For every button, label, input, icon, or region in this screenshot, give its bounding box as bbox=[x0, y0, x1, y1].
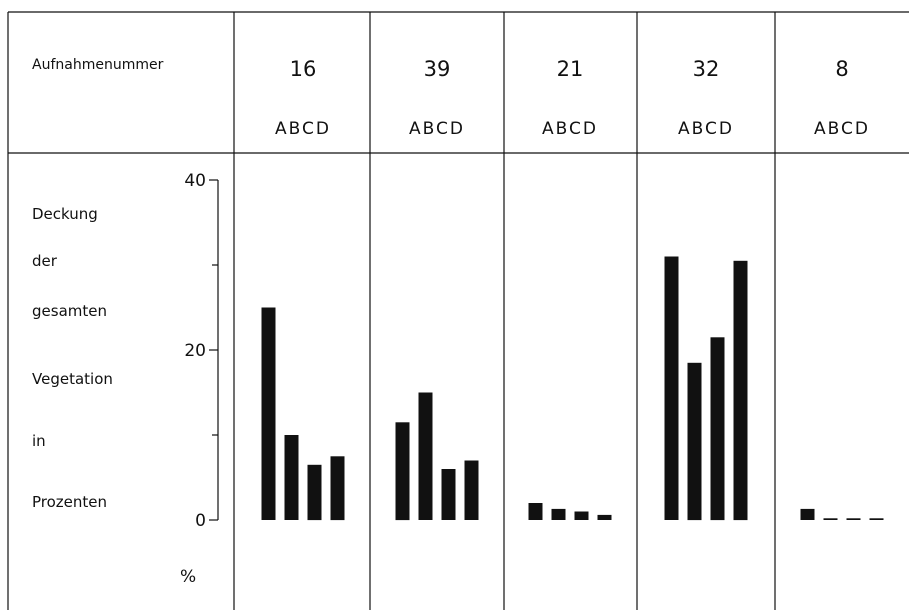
bar bbox=[733, 260, 748, 521]
bar bbox=[846, 518, 861, 520]
aufnahme-number: 39 bbox=[424, 57, 451, 81]
bar bbox=[441, 469, 456, 520]
column-letters: ABCD bbox=[409, 119, 465, 139]
aufnahme-number: 32 bbox=[693, 57, 720, 81]
y-axis-label: Deckung der gesamten Vegetation in Prozenten bbox=[32, 205, 113, 511]
bar bbox=[395, 422, 410, 521]
y-axis-label-line: in bbox=[32, 432, 46, 450]
y-axis-label-line: gesamten bbox=[32, 302, 107, 320]
bar bbox=[869, 518, 884, 520]
bar bbox=[664, 256, 679, 520]
aufnahme-number: 16 bbox=[290, 57, 317, 81]
bar bbox=[800, 508, 815, 520]
column-letters: ABCD bbox=[678, 119, 734, 139]
y-tick-label: 0 bbox=[195, 511, 206, 531]
bar bbox=[687, 362, 702, 521]
y-axis-label-line: Prozenten bbox=[32, 493, 107, 511]
bar bbox=[710, 337, 725, 521]
bar bbox=[574, 511, 589, 520]
table-frame bbox=[7, 11, 909, 610]
bar bbox=[464, 460, 479, 520]
group-headers: 16 ABCD 39 ABCD 21 ABCD 32 ABCD 8 ABCD bbox=[275, 57, 870, 139]
y-axis-label-line: Deckung bbox=[32, 205, 98, 223]
column-letters: ABCD bbox=[275, 119, 331, 139]
aufnahme-number: 21 bbox=[557, 57, 584, 81]
column-letters: ABCD bbox=[542, 119, 598, 139]
bars bbox=[261, 256, 884, 521]
y-axis-label-line: Vegetation bbox=[32, 370, 113, 388]
bar bbox=[307, 464, 322, 521]
y-unit-label: % bbox=[180, 567, 196, 587]
y-axis-label-line: der bbox=[32, 252, 58, 270]
y-axis: 0 20 40% bbox=[180, 171, 219, 587]
y-tick-label: 40 bbox=[184, 171, 206, 191]
column-letters: ABCD bbox=[814, 119, 870, 139]
bar bbox=[284, 435, 299, 520]
bar bbox=[261, 307, 276, 520]
aufnahme-number: 8 bbox=[835, 57, 848, 81]
bar bbox=[418, 392, 433, 520]
y-tick-label: 20 bbox=[184, 341, 206, 361]
bar bbox=[597, 514, 612, 520]
bar bbox=[551, 508, 566, 520]
bar bbox=[823, 518, 838, 520]
header-row-label: Aufnahmenummer bbox=[32, 57, 164, 73]
bar bbox=[528, 503, 543, 520]
bar bbox=[330, 456, 345, 521]
